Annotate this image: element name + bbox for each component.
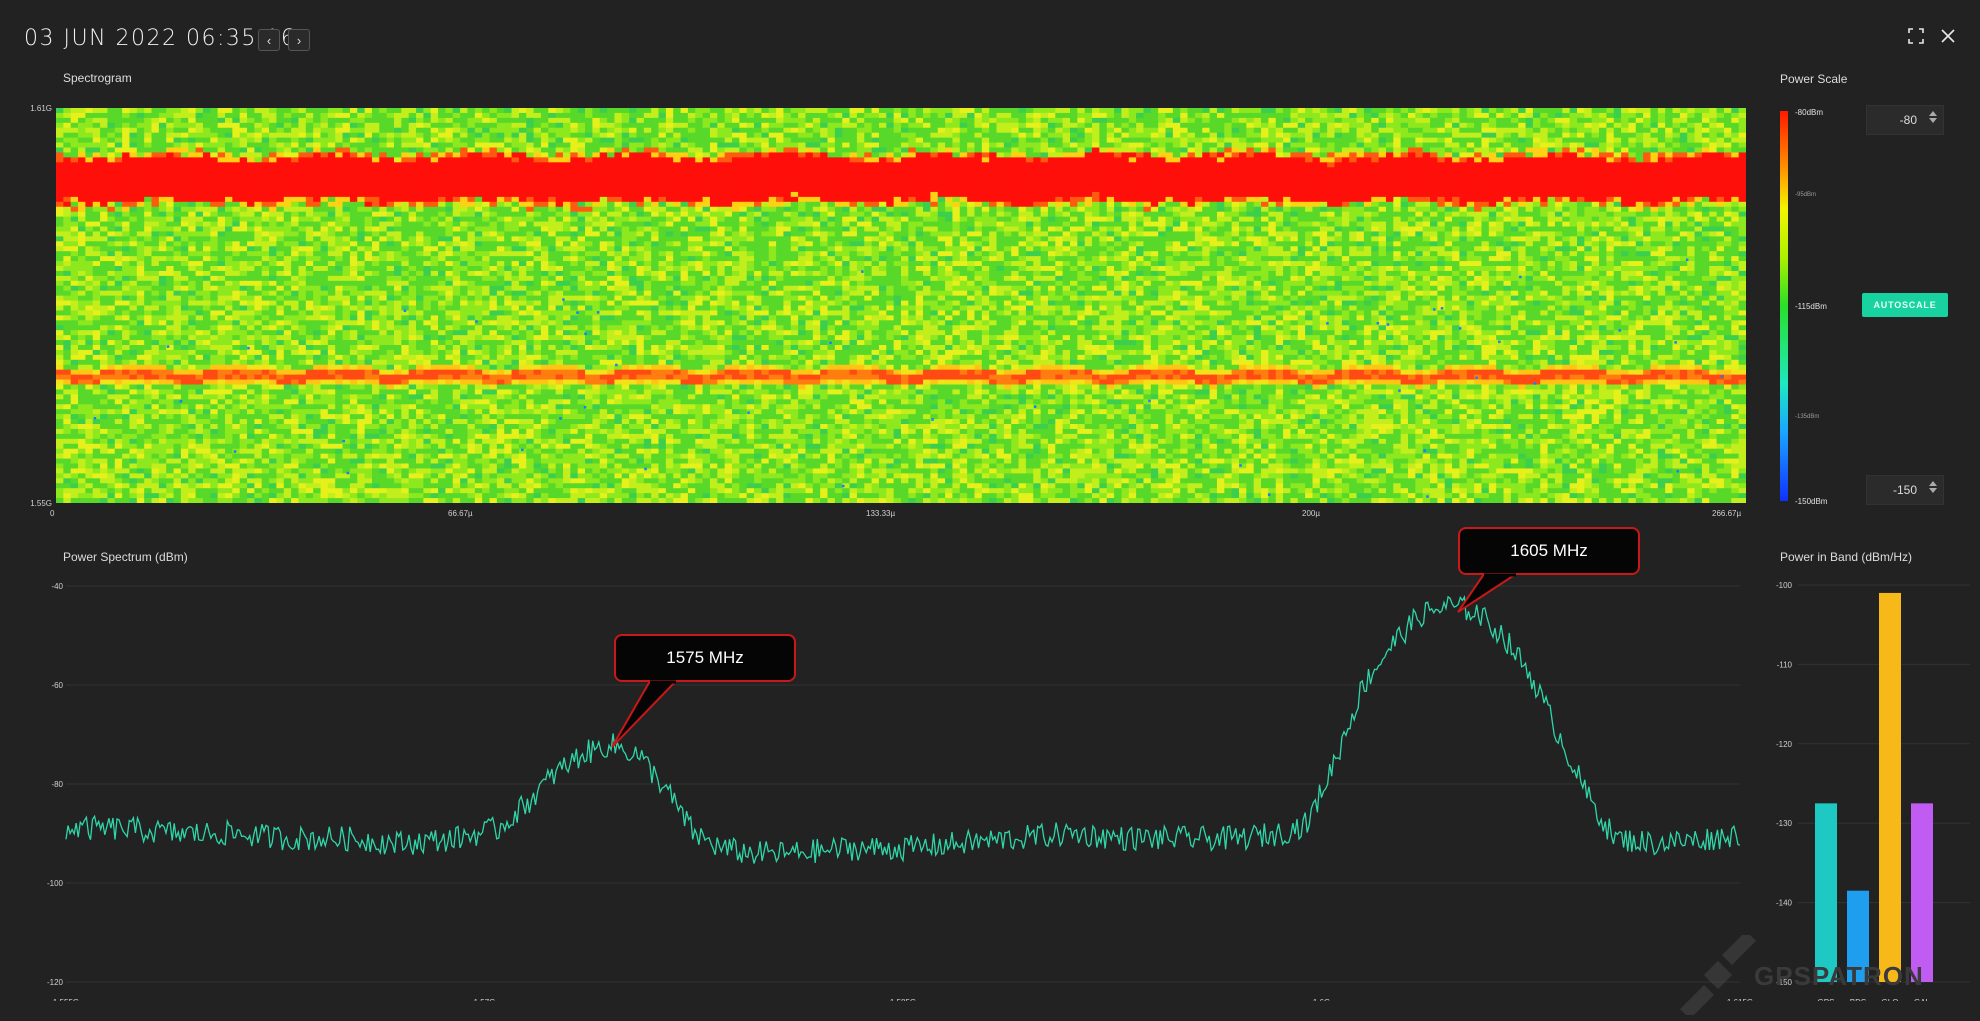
y-tick-label: -130 (1776, 819, 1793, 828)
power-colorbar (1780, 111, 1788, 501)
spectrogram-x-tick: 66.67µ (448, 509, 473, 518)
y-tick-label: -80 (51, 780, 63, 789)
power-spectrum-label: Power Spectrum (dBm) (63, 550, 188, 564)
band-bar-glo (1879, 592, 1901, 982)
satellite-logo-icon (1680, 935, 1756, 1015)
callout-1605mhz: 1605 MHz (1458, 527, 1640, 575)
callout-1575mhz: 1575 MHz (614, 634, 796, 682)
spectrogram-y-top: 1.61G (30, 104, 52, 113)
band-label: BDS (1850, 998, 1866, 1001)
spectrogram-heatmap (56, 108, 1746, 503)
fullscreen-icon (1908, 28, 1924, 44)
y-tick-label: -140 (1776, 899, 1793, 908)
y-tick-label: -100 (1776, 581, 1793, 590)
power-in-band-label: Power in Band (dBm/Hz) (1780, 550, 1913, 564)
x-tick-label: 1.57G (474, 998, 496, 1001)
decrement-arrow-icon[interactable] (1929, 118, 1937, 123)
autoscale-button[interactable]: AUTOSCALE (1862, 293, 1948, 317)
datetime-title: 03 JUN 2022 06:35.16 (24, 26, 297, 51)
scale-label: -95dBm (1795, 192, 1817, 198)
increment-arrow-icon[interactable] (1929, 111, 1937, 116)
power-in-band-chart: -100 -110 -120 -130 -140 -150 GPS BDS GLO GAL (1776, 581, 1970, 1001)
spectrum-trace (65, 595, 1741, 864)
x-tick-label: 1.6G (1313, 998, 1330, 1001)
callout-pointer-1605 (1457, 573, 1520, 613)
scale-label-max: -80dBm (1795, 108, 1824, 117)
spectrogram-y-bottom: 1.55G (30, 499, 52, 508)
band-label: GLO (1882, 998, 1899, 1001)
min-power-input[interactable]: -150 (1866, 475, 1944, 505)
band-bar-gps (1815, 803, 1837, 982)
band-label: GAL (1914, 998, 1931, 1001)
max-power-input[interactable]: -80 (1866, 105, 1944, 135)
y-tick-label: -60 (51, 681, 63, 690)
spectrogram-x-tick: 266.67µ (1712, 509, 1742, 518)
scale-label-min: -150dBm (1795, 497, 1828, 506)
band-bar-gal (1911, 803, 1933, 982)
watermark-text: GPSPATRON (1754, 961, 1924, 991)
spectrogram-x-tick: 0 (50, 509, 55, 518)
y-tick-label: -120 (47, 978, 64, 987)
spectrogram-label: Spectrogram (63, 71, 132, 85)
next-button[interactable]: › (288, 29, 310, 51)
increment-arrow-icon[interactable] (1929, 481, 1937, 486)
y-tick-label: -40 (51, 582, 63, 591)
chevron-right-icon: › (296, 32, 302, 48)
max-power-value: -80 (1899, 113, 1917, 127)
y-tick-label: -150 (1776, 978, 1793, 987)
power-spectrum-chart: -40 -60 -80 -100 -120 1.555G 1.57G 1.585G 1.6G 1.… (47, 582, 1753, 1001)
band-label: GPS (1818, 998, 1835, 1001)
decrement-arrow-icon[interactable] (1929, 488, 1937, 493)
y-tick-label: -120 (1776, 740, 1793, 749)
band-bar-bds (1847, 890, 1869, 982)
x-tick-label: 1.555G (53, 998, 79, 1001)
close-button[interactable] (1940, 28, 1956, 49)
chevron-left-icon: ‹ (266, 32, 272, 48)
fullscreen-button[interactable] (1908, 28, 1924, 49)
y-tick-label: -100 (47, 879, 64, 888)
spectrogram-x-tick: 133.33µ (866, 509, 896, 518)
previous-button[interactable]: ‹ (258, 29, 280, 51)
x-tick-label: 1.585G (890, 998, 916, 1001)
scale-label-mid: -115dBm (1795, 302, 1827, 311)
x-tick-label: 1.615G (1727, 998, 1753, 1001)
spectrogram-x-tick: 200µ (1302, 509, 1320, 518)
min-power-value: -150 (1892, 483, 1917, 497)
scale-label: -135dBm (1795, 414, 1820, 420)
y-tick-label: -110 (1777, 660, 1793, 669)
power-scale-label: Power Scale (1780, 72, 1848, 86)
close-icon (1941, 29, 1955, 43)
callout-pointer-1575 (611, 680, 679, 748)
